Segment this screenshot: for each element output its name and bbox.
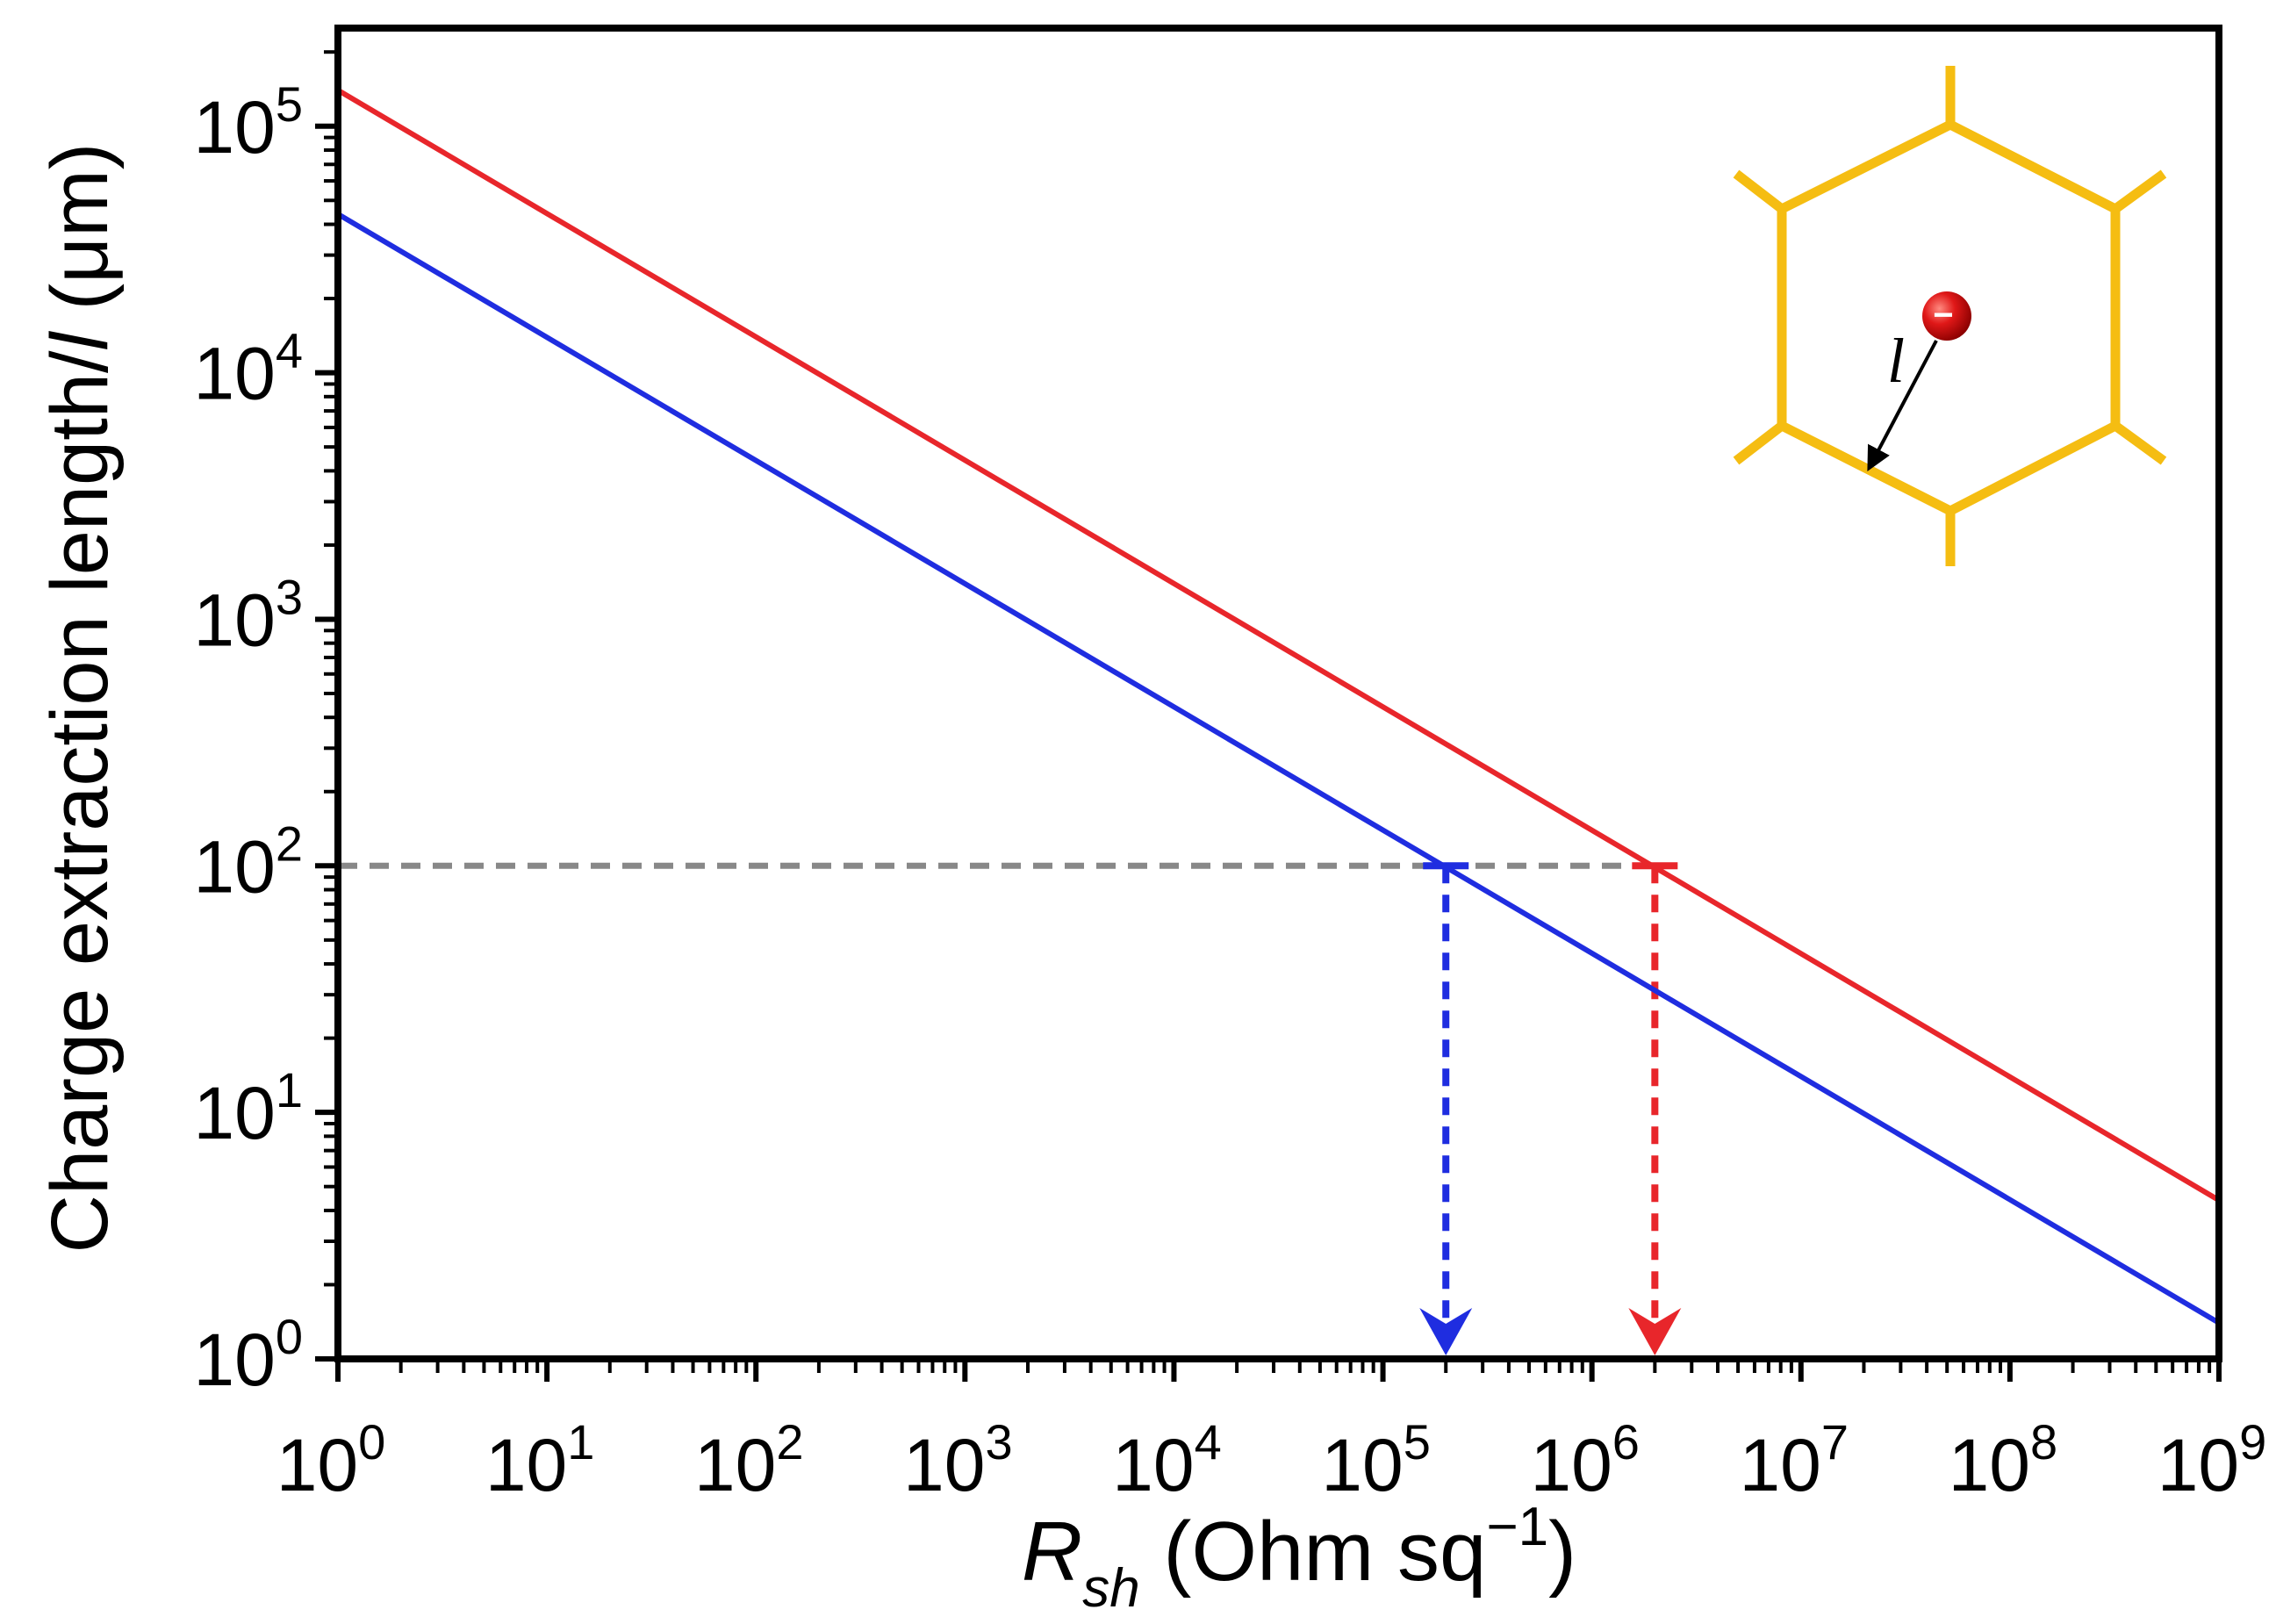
series-line-red — [338, 88, 2219, 1203]
y-axis-title-pre: Charge extraction length/ — [35, 350, 125, 1253]
series-line-blue — [338, 212, 2219, 1326]
y-tick-label: 103 — [193, 569, 303, 661]
x-tick-label: 109 — [2158, 1414, 2267, 1506]
hexagon-spoke — [1733, 169, 1785, 213]
y-tick-label: 104 — [193, 323, 303, 415]
charge-sign: − — [1933, 296, 1953, 334]
x-tick-label: 104 — [1112, 1414, 1222, 1506]
hexagon-spoke — [2112, 421, 2167, 465]
y-axis-title-italic: l — [35, 330, 125, 350]
hexagon-inset: − l — [1733, 66, 2167, 566]
hexagon-spoke — [2112, 169, 2167, 213]
y-axis-title: Charge extraction length/l (μm) — [35, 143, 125, 1254]
x-tick-label: 102 — [694, 1414, 804, 1506]
hexagon-spoke — [1733, 421, 1785, 465]
charge-icon — [1922, 291, 1971, 341]
y-tick-label: 101 — [193, 1062, 303, 1154]
x-tick-label: 100 — [276, 1414, 386, 1506]
y-tick-label: 100 — [193, 1309, 303, 1401]
y-tick-label: 102 — [193, 816, 303, 908]
red-drop-arrow-head — [1628, 1308, 1682, 1355]
x-axis-title: Rsh (Ohm sq−1) — [1022, 1497, 1576, 1619]
y-axis-title-post: (μm) — [35, 143, 125, 333]
blue-drop-arrow-head — [1419, 1308, 1473, 1355]
x-tick-label: 105 — [1321, 1414, 1431, 1506]
distance-arrow — [1867, 340, 1938, 471]
x-axis-title-unit-sup: −1 — [1486, 1497, 1548, 1557]
y-tick-label: 105 — [193, 76, 303, 169]
x-axis-title-sub: sh — [1082, 1558, 1139, 1619]
x-tick-label: 106 — [1530, 1414, 1640, 1506]
x-tick-label: 108 — [1949, 1414, 2058, 1506]
x-tick-label: 103 — [903, 1414, 1013, 1506]
x-axis-title-main: R — [1022, 1505, 1082, 1599]
distance-label: l — [1887, 326, 1905, 396]
x-axis-title-unit: (Ohm sq — [1140, 1505, 1487, 1599]
x-axis-title-unit-close: ) — [1548, 1505, 1576, 1599]
x-tick-label: 101 — [485, 1414, 595, 1506]
x-tick-label: 107 — [1739, 1414, 1849, 1506]
